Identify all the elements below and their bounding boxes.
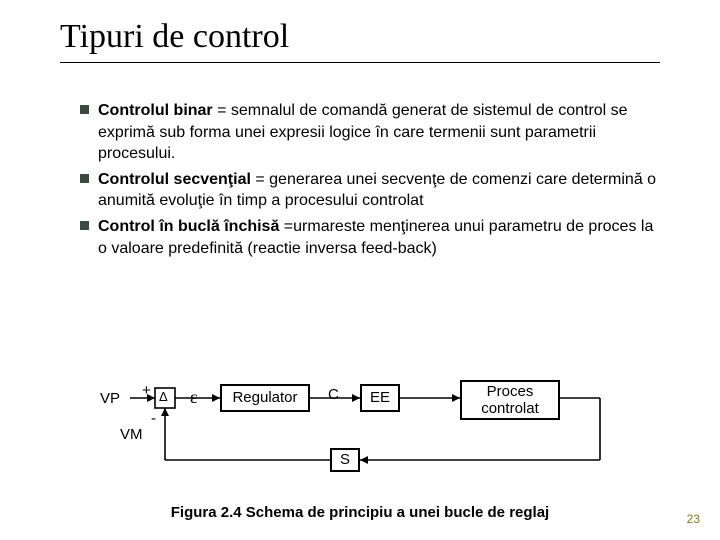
bullet-marker-icon [80,105,89,114]
bullet-bold: Controlul binar [98,102,213,119]
figure-caption: Figura 2.4 Schema de principiu a unei bu… [0,504,720,521]
bullet-list: Controlul binar = semnalul de comandă ge… [80,100,660,263]
label-plus: + [142,382,151,399]
block-proces: Proces controlat [460,380,560,420]
label-epsilon: ε [190,387,198,408]
title-underline [60,62,660,63]
page-number: 23 [687,512,700,526]
block-s: S [330,448,360,472]
bullet-bold: Controlul secvenţial [98,171,251,188]
bullet-item: Controlul secvenţial = generarea unei se… [80,169,660,212]
bullet-marker-icon [80,221,89,230]
bullet-bold: Control în buclă închisă [98,218,279,235]
bullet-item: Controlul binar = semnalul de comandă ge… [80,100,660,165]
label-delta: Δ [159,389,168,404]
bullet-item: Control în buclă închisă =urmareste menţ… [80,216,660,259]
block-ee: EE [360,384,400,412]
block-regulator: Regulator [220,384,310,412]
label-vm: VM [120,426,143,443]
slide-title: Tipuri de control [60,18,289,56]
label-vp: VP [100,390,120,407]
block-diagram: VP + - Δ ε C VM Regulator EE Proces cont… [100,380,640,490]
label-c: C [328,386,339,403]
label-minus: - [151,410,156,427]
slide: Tipuri de control Controlul binar = semn… [0,0,720,540]
bullet-marker-icon [80,174,89,183]
